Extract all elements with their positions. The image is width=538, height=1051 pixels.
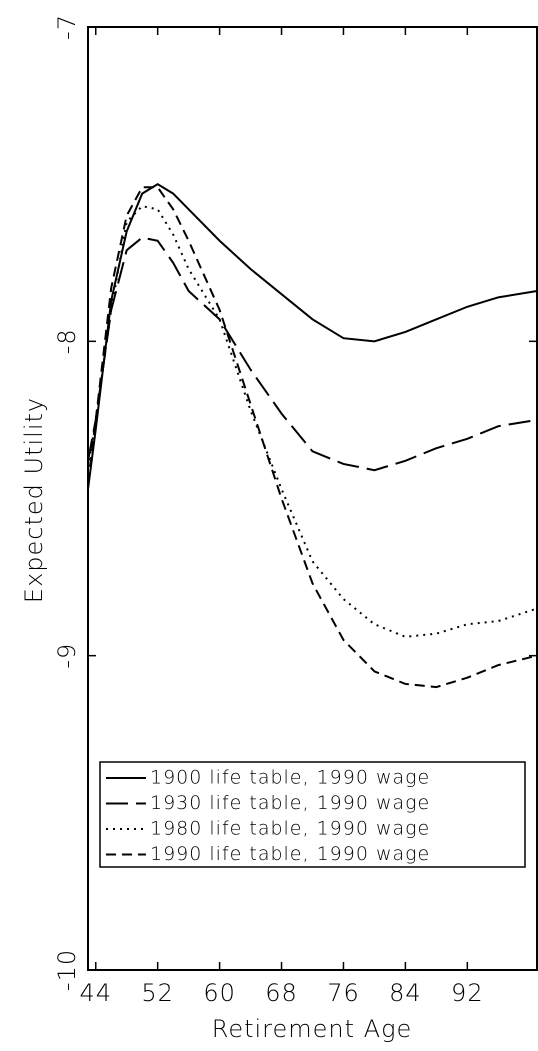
line (87, 205, 538, 638)
legend-label: 1930 life table, 1990 wage (150, 792, 430, 814)
legend-label: 1900 life table, 1990 wage (150, 767, 430, 789)
y-tick-label: -9 (53, 643, 81, 669)
y-tick-label: -8 (53, 328, 81, 354)
plot-frame (87, 26, 538, 971)
legend-box (99, 761, 526, 868)
y-tick-label: -10 (53, 949, 81, 991)
x-tick-label: 84 (389, 979, 422, 1007)
y-tick-label: -7 (53, 14, 81, 40)
line (87, 186, 538, 689)
y-axis-label: Expected Utility (20, 397, 48, 603)
line (87, 182, 538, 490)
legend-label: 1980 life table, 1990 wage (150, 818, 430, 840)
x-tick-label: 92 (451, 979, 484, 1007)
x-tick-label: 52 (141, 979, 174, 1007)
x-tick-label: 44 (79, 979, 112, 1007)
line (87, 236, 538, 472)
x-tick-label: 60 (203, 979, 236, 1007)
x-tick-label: 76 (327, 979, 360, 1007)
x-axis-label: Retirement Age (212, 1015, 413, 1043)
x-tick-label: 68 (265, 979, 298, 1007)
legend-label: 1990 life table, 1990 wage (150, 843, 430, 865)
